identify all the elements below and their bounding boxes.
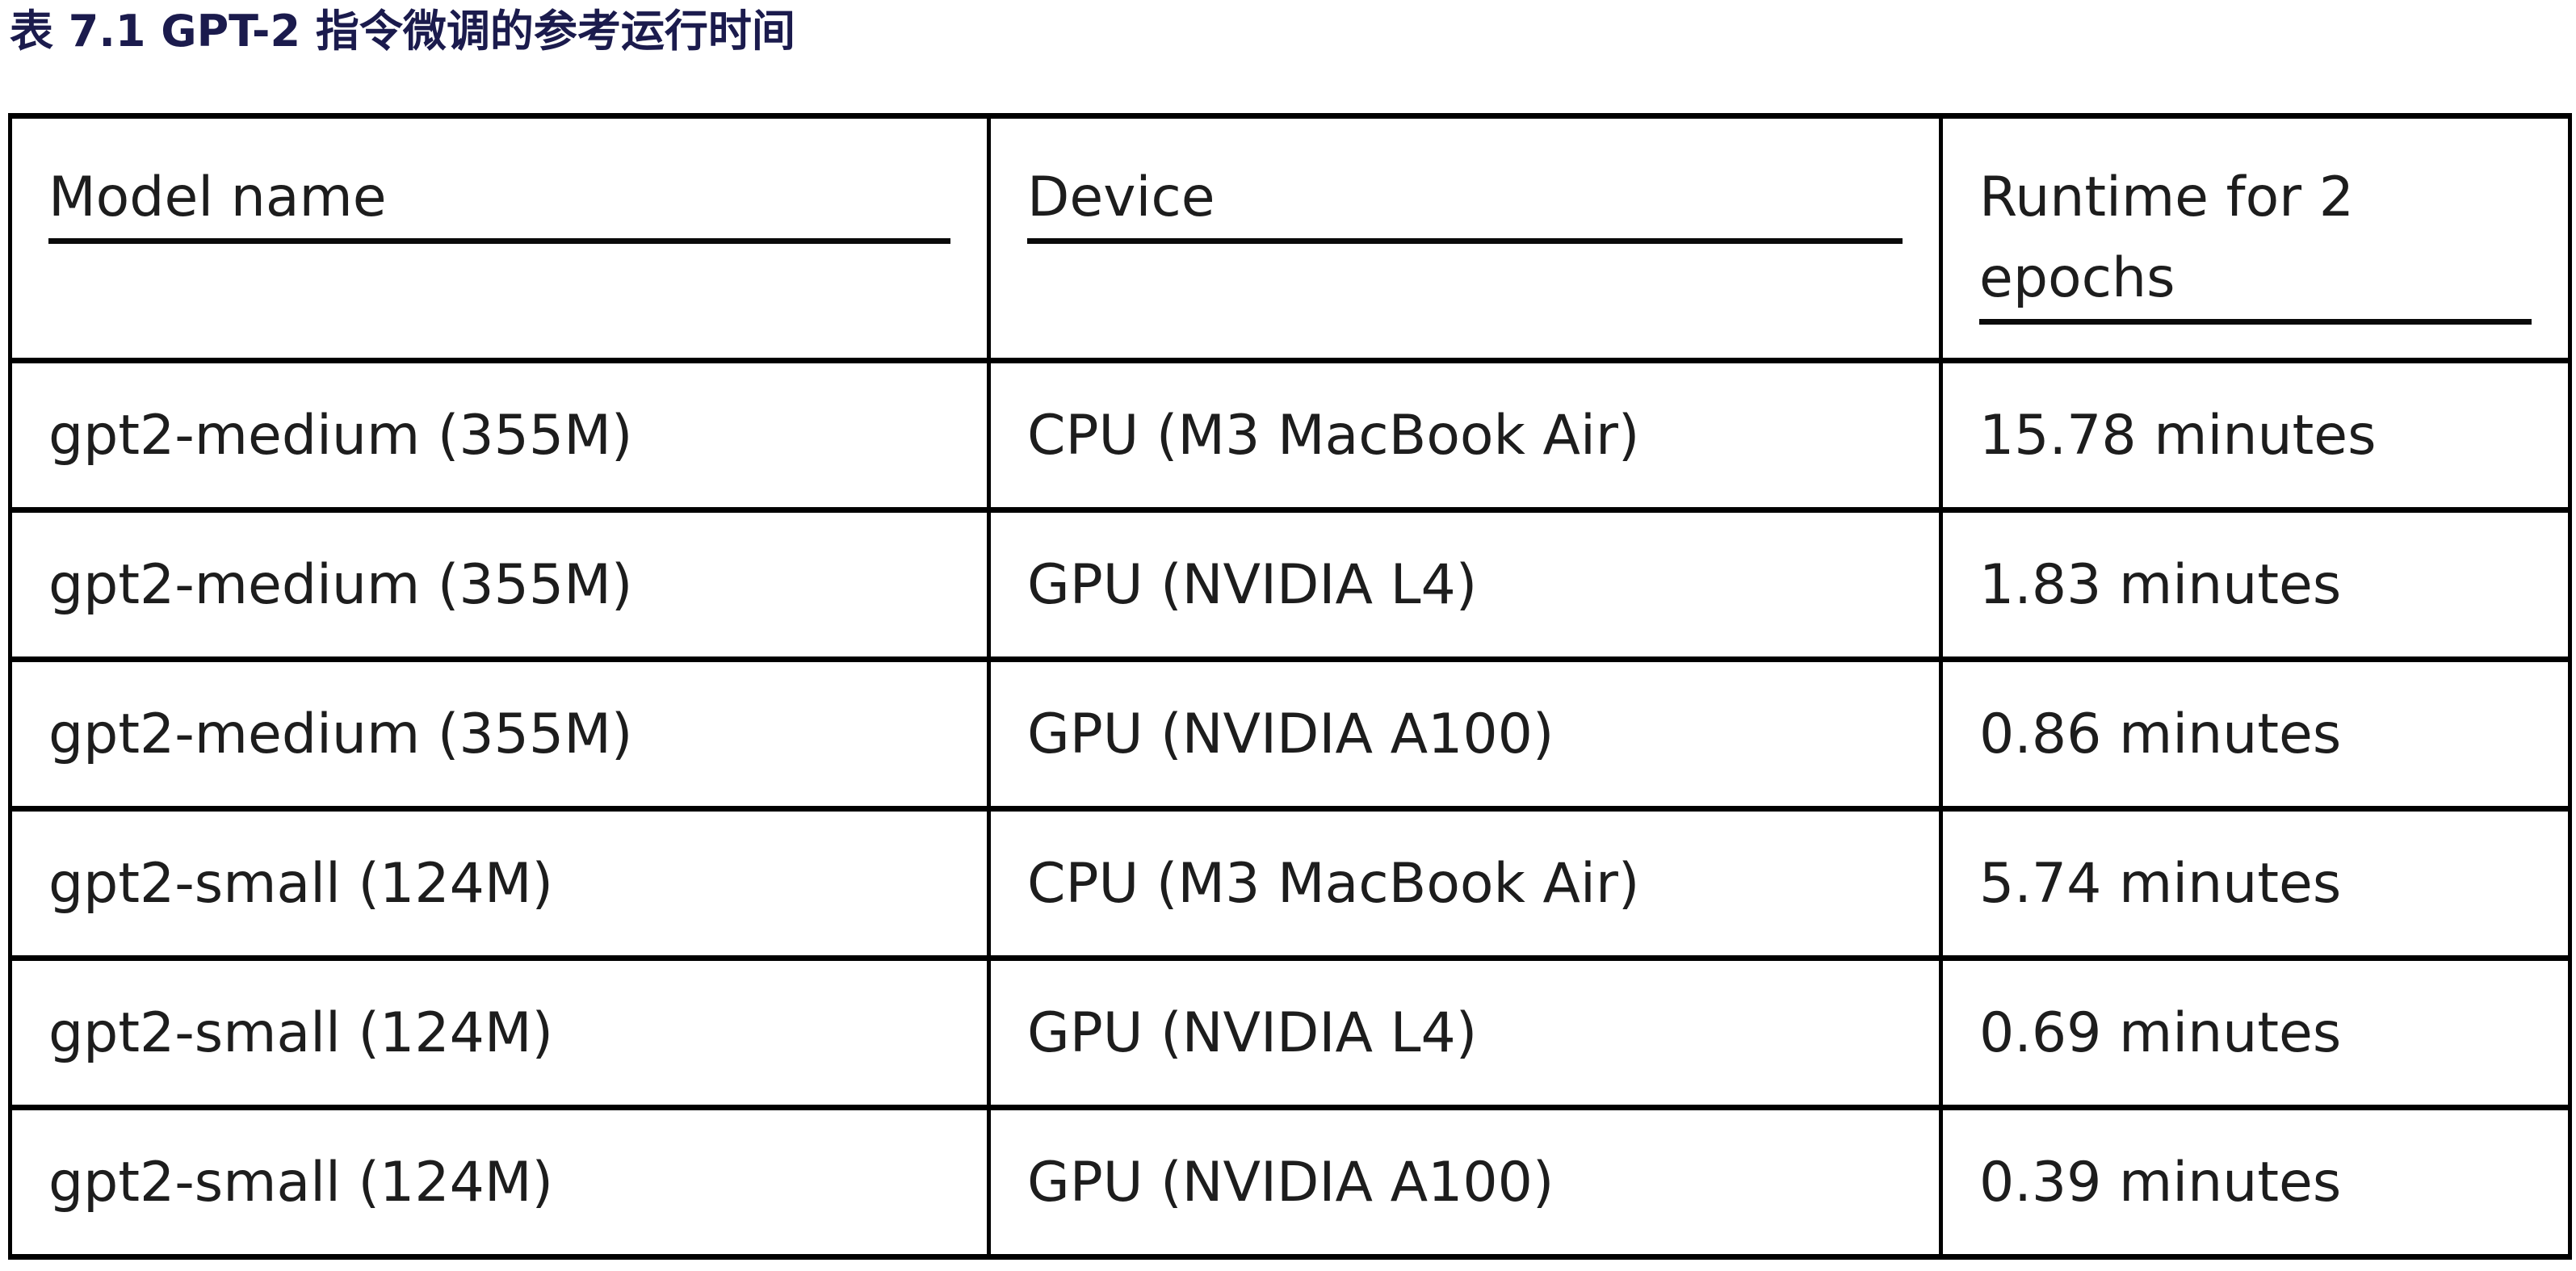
runtime-table: Model name Device Runtime for 2 epochs g…: [8, 113, 2572, 1260]
header-underline: [48, 238, 950, 244]
device-cell: GPU (NVIDIA L4): [987, 955, 1943, 1110]
runtime-cell: 5.74 minutes: [1939, 806, 2572, 961]
table-row: gpt2-medium (355M) CPU (M3 MacBook Air) 15…: [8, 358, 2572, 513]
runtime-cell: 1.83 minutes: [1939, 507, 2572, 662]
device-cell: GPU (NVIDIA A100): [987, 656, 1943, 812]
header-underline: [1979, 319, 2532, 325]
table-caption: 表 7.1 GPT-2 指令微调的参考运行时间: [10, 6, 795, 57]
runtime-cell: 0.69 minutes: [1939, 955, 2572, 1110]
column-header-label: Model name: [48, 166, 387, 229]
runtime-cell: 15.78 minutes: [1939, 358, 2572, 513]
header-underline: [1027, 238, 1903, 244]
column-header-device: Device: [987, 113, 1943, 363]
column-header-label: Device: [1027, 166, 1215, 229]
column-header-label: Runtime for 2 epochs: [1979, 166, 2355, 310]
table-row: gpt2-small (124M) CPU (M3 MacBook Air) 5.7…: [8, 806, 2572, 961]
model-cell: gpt2-medium (355M): [8, 358, 991, 513]
device-cell: GPU (NVIDIA A100): [987, 1105, 1943, 1260]
runtime-cell: 0.86 minutes: [1939, 656, 2572, 812]
device-cell: CPU (M3 MacBook Air): [987, 806, 1943, 961]
runtime-cell: 0.39 minutes: [1939, 1105, 2572, 1260]
model-cell: gpt2-small (124M): [8, 806, 991, 961]
column-header-runtime: Runtime for 2 epochs: [1939, 113, 2572, 363]
model-cell: gpt2-small (124M): [8, 1105, 991, 1260]
column-header-model-name: Model name: [8, 113, 991, 363]
device-cell: GPU (NVIDIA L4): [987, 507, 1943, 662]
model-cell: gpt2-medium (355M): [8, 507, 991, 662]
model-cell: gpt2-medium (355M): [8, 656, 991, 812]
model-cell: gpt2-small (124M): [8, 955, 991, 1110]
device-cell: CPU (M3 MacBook Air): [987, 358, 1943, 513]
header-row: Model name Device Runtime for 2 epochs: [8, 113, 2572, 363]
table-row: gpt2-medium (355M) GPU (NVIDIA A100) 0.86 …: [8, 656, 2572, 812]
table-row: gpt2-small (124M) GPU (NVIDIA L4) 0.69 min…: [8, 955, 2572, 1110]
table-row: gpt2-small (124M) GPU (NVIDIA A100) 0.39 m…: [8, 1105, 2572, 1260]
table-row: gpt2-medium (355M) GPU (NVIDIA L4) 1.83 mi…: [8, 507, 2572, 662]
